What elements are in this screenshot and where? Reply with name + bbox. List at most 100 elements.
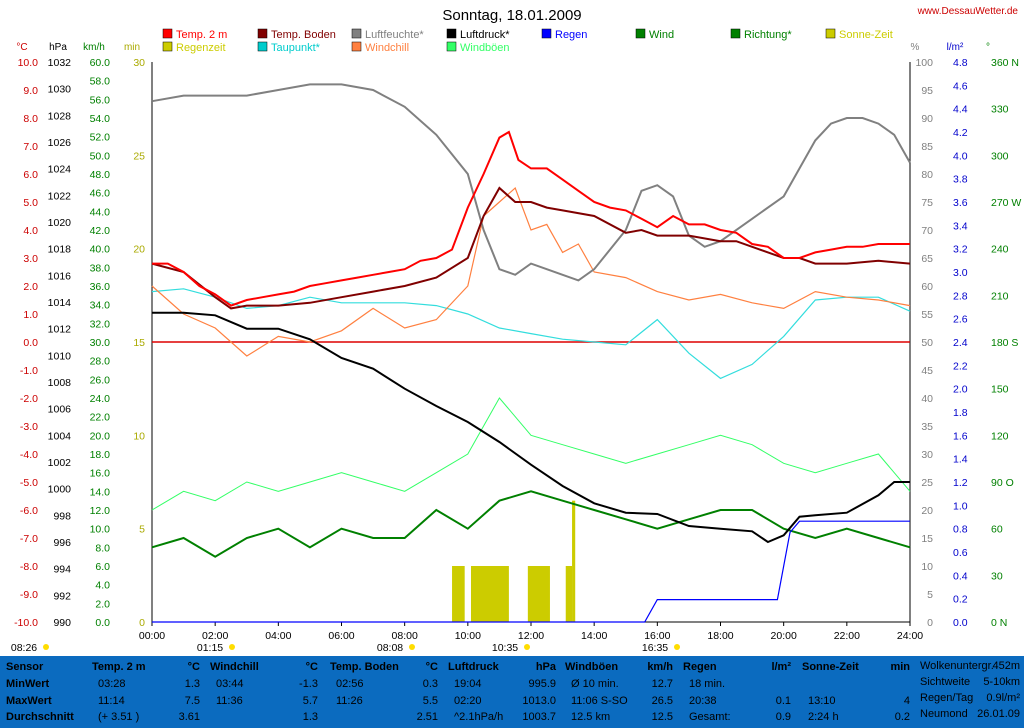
- sun-time-label: 08:26: [11, 642, 37, 654]
- tick-label-temp: -1.0: [20, 365, 38, 377]
- tick-label-wind: 34.0: [90, 300, 111, 312]
- series-temp-2-m: [152, 130, 910, 307]
- extra-value: 5-10km: [983, 676, 1020, 688]
- extra-label: Neumond: [920, 708, 968, 720]
- tick-label-humidity: 65: [921, 253, 933, 265]
- tick-label-humidity: 20: [921, 505, 933, 517]
- tick-label-direction: 300: [991, 150, 1009, 162]
- tick-label-wind: 12.0: [90, 505, 111, 517]
- tick-label-wind: 4.0: [95, 580, 110, 592]
- tick-label-humidity: 90: [921, 113, 933, 125]
- cell-time: 12.5 km: [571, 711, 611, 723]
- tick-label-wind: 36.0: [90, 281, 111, 293]
- sun-marker: [229, 644, 235, 650]
- tick-label-temp: 0.0: [23, 337, 38, 349]
- tick-label-direction: 210: [991, 290, 1009, 302]
- tick-label-temp: 7.0: [23, 141, 38, 153]
- cell-time: 03:44: [216, 678, 244, 690]
- tick-label-pressure: 1014: [48, 297, 72, 309]
- sun-time-label: 10:35: [492, 642, 518, 654]
- tick-label-temp: 8.0: [23, 113, 38, 125]
- tick-label-pressure: 992: [53, 590, 71, 602]
- tick-label-temp: -4.0: [20, 449, 38, 461]
- tick-label-temp: 3.0: [23, 253, 38, 265]
- legend-swatch: [257, 28, 268, 39]
- tick-label-humidity: 45: [921, 365, 933, 377]
- tick-label-rain: 1.2: [953, 477, 968, 489]
- time-tick-label: 16:00: [644, 630, 670, 642]
- tick-label-temp: -3.0: [20, 421, 38, 433]
- cell-time: 13:10: [808, 695, 836, 707]
- tick-label-pressure: 1006: [48, 404, 72, 416]
- tick-label-pressure: 1012: [48, 324, 72, 336]
- tick-label-humidity: 10: [921, 561, 933, 573]
- legend-label: Temp. Boden: [271, 29, 336, 41]
- tick-label-temp: 5.0: [23, 197, 38, 209]
- cell-time: 03:28: [98, 678, 126, 690]
- time-tick-label: 02:00: [202, 630, 228, 642]
- sonne-zeit-bar: [565, 566, 573, 622]
- tick-label-wind: 38.0: [90, 262, 111, 274]
- tick-label-rain: 0.2: [953, 594, 968, 606]
- tick-label-wind: 22.0: [90, 412, 111, 424]
- tick-label-wind: 0.0: [95, 617, 110, 629]
- cell-value: 1.3: [302, 711, 318, 723]
- tick-label-direction: 150: [991, 384, 1009, 396]
- tick-label-wind: 14.0: [90, 486, 111, 498]
- cell-time: 11:06 S-SO: [571, 695, 628, 707]
- tick-label-pressure: 1002: [48, 457, 72, 469]
- tick-label-wind: 48.0: [90, 169, 111, 181]
- tick-label-wind: 44.0: [90, 206, 111, 218]
- sonne-zeit-bar: [470, 566, 509, 622]
- series-windb-en: [151, 397, 911, 511]
- cell-value: 7.5: [184, 695, 200, 707]
- unit-label-pressure: hPa: [49, 42, 67, 53]
- tick-label-humidity: 60: [921, 281, 933, 293]
- tick-label-minutes: 10: [133, 430, 145, 442]
- chart-marks: [151, 83, 911, 623]
- tick-label-rain: 0.8: [953, 524, 968, 536]
- series-luftdruck-: [152, 311, 910, 544]
- tick-label-wind: 2.0: [95, 598, 110, 610]
- cell-value: 1003.7: [522, 711, 556, 723]
- weather-chart: Sonntag, 18.01.2009 www.DessauWetter.de …: [11, 6, 1022, 654]
- tick-label-humidity: 30: [921, 449, 933, 461]
- extra-value: 26.01.09: [977, 708, 1020, 720]
- tick-label-pressure: 1020: [48, 217, 72, 229]
- tick-label-humidity: 25: [921, 477, 933, 489]
- tick-label-wind: 6.0: [95, 561, 110, 573]
- unit-label-humidity: %: [911, 42, 920, 53]
- tick-label-rain: 4.4: [953, 104, 968, 116]
- cell-time: Ø 10 min.: [571, 678, 619, 690]
- legend-label: Luftdruck*: [460, 29, 510, 41]
- column-header: Windböen: [565, 661, 619, 673]
- tick-label-humidity: 55: [921, 309, 933, 321]
- tick-label-wind: 46.0: [90, 188, 111, 200]
- cell-value: 12.7: [651, 678, 673, 690]
- cell-value: 1013.0: [522, 695, 556, 707]
- legend: Temp. 2 m Temp. Boden Luftfeuchte* Luftdruc…: [162, 28, 893, 54]
- cell-value: 3.61: [178, 711, 200, 723]
- tick-label-temp: -6.0: [20, 505, 38, 517]
- extra-value: 0.9l/m²: [986, 692, 1020, 704]
- tick-label-direction: 90 O: [991, 477, 1014, 489]
- time-tick-label: 10:00: [455, 630, 481, 642]
- tick-label-rain: 1.8: [953, 407, 968, 419]
- tick-label-humidity: 50: [921, 337, 933, 349]
- legend-label: Windchill: [365, 42, 409, 54]
- sun-marker: [524, 644, 530, 650]
- tick-label-wind: 24.0: [90, 393, 111, 405]
- series-wind: [151, 490, 911, 558]
- column-header: Regen: [683, 661, 717, 673]
- time-tick-label: 08:00: [392, 630, 418, 642]
- tick-label-wind: 8.0: [95, 542, 110, 554]
- legend-swatch: [162, 41, 173, 52]
- tick-label-rain: 4.6: [953, 80, 968, 92]
- tick-label-pressure: 1026: [48, 137, 72, 149]
- tick-label-wind: 10.0: [90, 524, 111, 536]
- tick-label-wind: 60.0: [90, 57, 111, 69]
- tick-label-humidity: 75: [921, 197, 933, 209]
- tick-label-rain: 3.0: [953, 267, 968, 279]
- legend-label: Temp. 2 m: [176, 29, 227, 41]
- tick-label-temp: -10.0: [14, 617, 38, 629]
